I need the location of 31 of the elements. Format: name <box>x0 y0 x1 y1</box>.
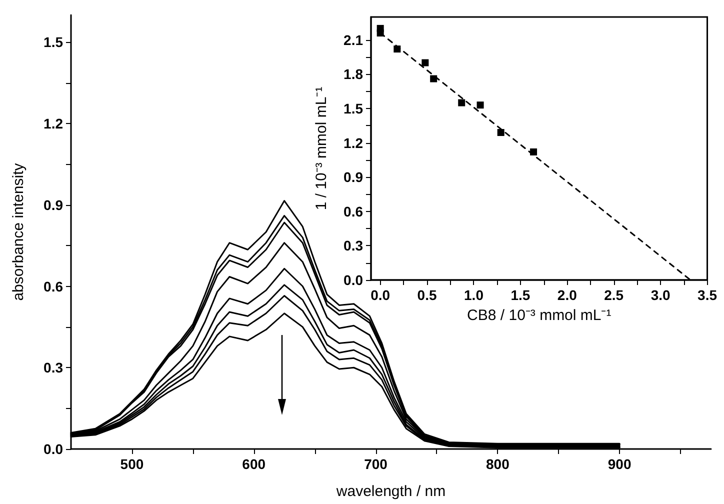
x-tick-label: 0.0 <box>370 287 390 303</box>
y-tick-label: 0.6 <box>344 203 364 220</box>
x-tick-label: 600 <box>242 456 266 472</box>
y-tick-label: 0.9 <box>344 169 364 186</box>
x-tick-label: 2.0 <box>557 287 578 303</box>
y-tick-label: 1.2 <box>44 116 64 132</box>
x-tick-label: 700 <box>364 456 388 472</box>
y-tick-label: 1.5 <box>344 100 364 116</box>
y-axis-title: 1 / 10⁻³ mmol mL⁻¹ <box>313 86 330 210</box>
y-tick-label: 1.8 <box>344 66 364 82</box>
y-tick-label: 0.0 <box>344 272 364 288</box>
y-tick-label: 0.0 <box>44 441 64 457</box>
x-tick-label: 0.5 <box>417 287 437 303</box>
x-axis-title: CB8 / 10⁻³ mmol mL⁻¹ <box>467 307 612 324</box>
x-tick-label: 2.5 <box>604 287 624 303</box>
y-tick-label: 0.3 <box>344 238 364 254</box>
y-axis-title: absorbance intensity <box>10 162 27 301</box>
x-tick-label: 900 <box>608 456 632 472</box>
x-tick-label: 1.5 <box>510 287 530 303</box>
y-tick-label: 0.9 <box>44 196 64 213</box>
y-tick-label: 2.1 <box>344 32 364 48</box>
x-tick-label: 800 <box>486 456 510 472</box>
x-axis-title: wavelength / nm <box>335 483 446 500</box>
y-tick-label: 1.5 <box>44 34 64 50</box>
x-tick-label: 500 <box>120 456 144 472</box>
x-tick-label: 1.0 <box>464 287 484 303</box>
y-tick-label: 1.2 <box>344 134 364 151</box>
y-tick-label: 0.6 <box>44 278 64 294</box>
x-tick-label: 3.5 <box>698 287 718 303</box>
y-tick-label: 0.3 <box>44 360 64 376</box>
x-tick-label: 3.0 <box>650 287 671 303</box>
